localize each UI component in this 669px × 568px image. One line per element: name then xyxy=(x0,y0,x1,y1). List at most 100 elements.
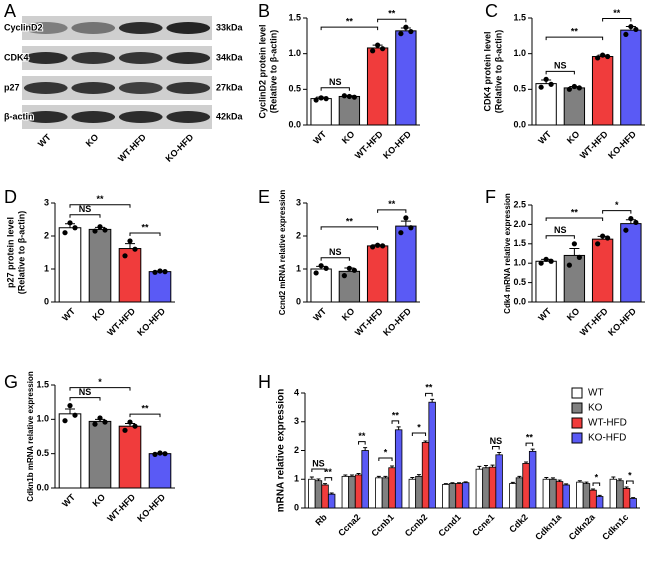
error-bar xyxy=(450,482,455,484)
y-tick-label: 4 xyxy=(294,387,299,397)
data-point xyxy=(323,265,329,271)
data-point xyxy=(403,24,409,30)
blot-band xyxy=(118,52,163,64)
x-tick-label: WT-HFD xyxy=(578,129,610,161)
data-point xyxy=(62,230,68,236)
bar xyxy=(421,442,430,509)
data-point xyxy=(548,258,554,264)
error-bar xyxy=(323,483,328,485)
y-tick-label: 2 xyxy=(44,230,49,240)
bar xyxy=(629,498,637,509)
bar xyxy=(314,480,323,509)
bar xyxy=(361,450,369,509)
significance-bracket xyxy=(377,18,407,23)
data-point xyxy=(97,415,103,421)
y-tick-label: 2 xyxy=(296,230,301,240)
significance-bracket xyxy=(69,204,131,208)
data-point xyxy=(576,85,582,91)
bar xyxy=(542,478,551,509)
blot-band xyxy=(166,111,211,123)
error-bar xyxy=(577,480,582,483)
bar xyxy=(563,254,586,303)
data-point xyxy=(375,242,381,248)
bar xyxy=(348,475,356,509)
significance: ** xyxy=(346,216,354,226)
bar xyxy=(88,228,112,303)
error-bar xyxy=(564,483,569,485)
significance: NS xyxy=(79,387,92,397)
data-point xyxy=(623,227,629,233)
error-bar xyxy=(569,247,580,256)
bar xyxy=(338,95,361,126)
legend-label: KO-HFD xyxy=(588,433,626,444)
legend-swatch xyxy=(571,417,583,429)
significance: * xyxy=(628,470,632,480)
panel-letter: H xyxy=(258,372,271,392)
data-point xyxy=(62,418,68,424)
x-tick-label: WT xyxy=(60,306,77,323)
data-point xyxy=(623,31,629,38)
panel-letter: B xyxy=(258,1,270,21)
error-bar xyxy=(329,492,334,495)
significance-bracket xyxy=(492,446,500,450)
data-point xyxy=(351,267,357,273)
error-bar xyxy=(557,479,562,482)
data-point xyxy=(92,228,98,234)
data-point xyxy=(341,93,347,99)
error-bar xyxy=(550,477,555,480)
y-tick-label: 0.0 xyxy=(36,482,49,492)
legend-label: WT-HFD xyxy=(588,418,627,429)
significance: ** xyxy=(425,383,433,393)
data-point xyxy=(67,403,73,409)
blot-band xyxy=(71,82,116,94)
panel-letter: C xyxy=(485,1,498,21)
x-tick-label: KO xyxy=(565,306,582,323)
significance: ** xyxy=(613,8,621,18)
error-bar xyxy=(510,481,515,484)
x-tick-label: WT-HFD xyxy=(578,306,610,338)
significance-bracket xyxy=(545,70,575,75)
bar xyxy=(394,429,403,509)
error-bar xyxy=(65,408,75,414)
bar xyxy=(461,482,470,509)
y-axis-label: (Relative to β-actin) xyxy=(16,211,26,295)
y-tick-label: 3 xyxy=(44,197,49,207)
bar xyxy=(482,467,490,509)
y-axis-label: Cdk4 mRNA relative expression xyxy=(503,193,512,314)
bar xyxy=(563,87,586,126)
x-tick-label: KO-HFD xyxy=(135,492,167,524)
error-bar xyxy=(584,481,589,484)
bar xyxy=(528,450,537,509)
error-bar xyxy=(611,476,616,480)
significance: ** xyxy=(571,207,579,217)
x-tick-label: Cdkn1c xyxy=(600,512,630,542)
bar xyxy=(88,420,112,489)
error-bar xyxy=(423,440,428,443)
error-bar xyxy=(517,475,522,478)
protein-label: CyclinD2 xyxy=(4,22,43,32)
bar xyxy=(366,47,389,126)
bar xyxy=(475,468,484,509)
significance-bracket xyxy=(320,26,379,31)
bar xyxy=(58,413,82,489)
x-tick-label: Cdkn1a xyxy=(533,511,564,542)
lane-label: WT xyxy=(36,132,53,149)
data-point xyxy=(595,241,601,247)
legend-swatch xyxy=(571,432,583,444)
lane-label: WT-HFD xyxy=(116,132,148,164)
blot-band xyxy=(71,22,116,34)
bar xyxy=(535,260,557,303)
bar xyxy=(620,223,642,303)
error-bar xyxy=(544,477,549,480)
data-point xyxy=(323,96,329,102)
data-point xyxy=(67,220,73,226)
bar xyxy=(381,477,390,509)
panel-letter: D xyxy=(4,187,17,207)
data-point xyxy=(102,227,108,233)
y-tick-label: 0 xyxy=(296,296,301,306)
data-point xyxy=(543,256,549,262)
data-point xyxy=(628,23,634,30)
significance-bracket xyxy=(391,420,400,424)
bar xyxy=(415,475,423,509)
blot-band xyxy=(23,52,68,64)
